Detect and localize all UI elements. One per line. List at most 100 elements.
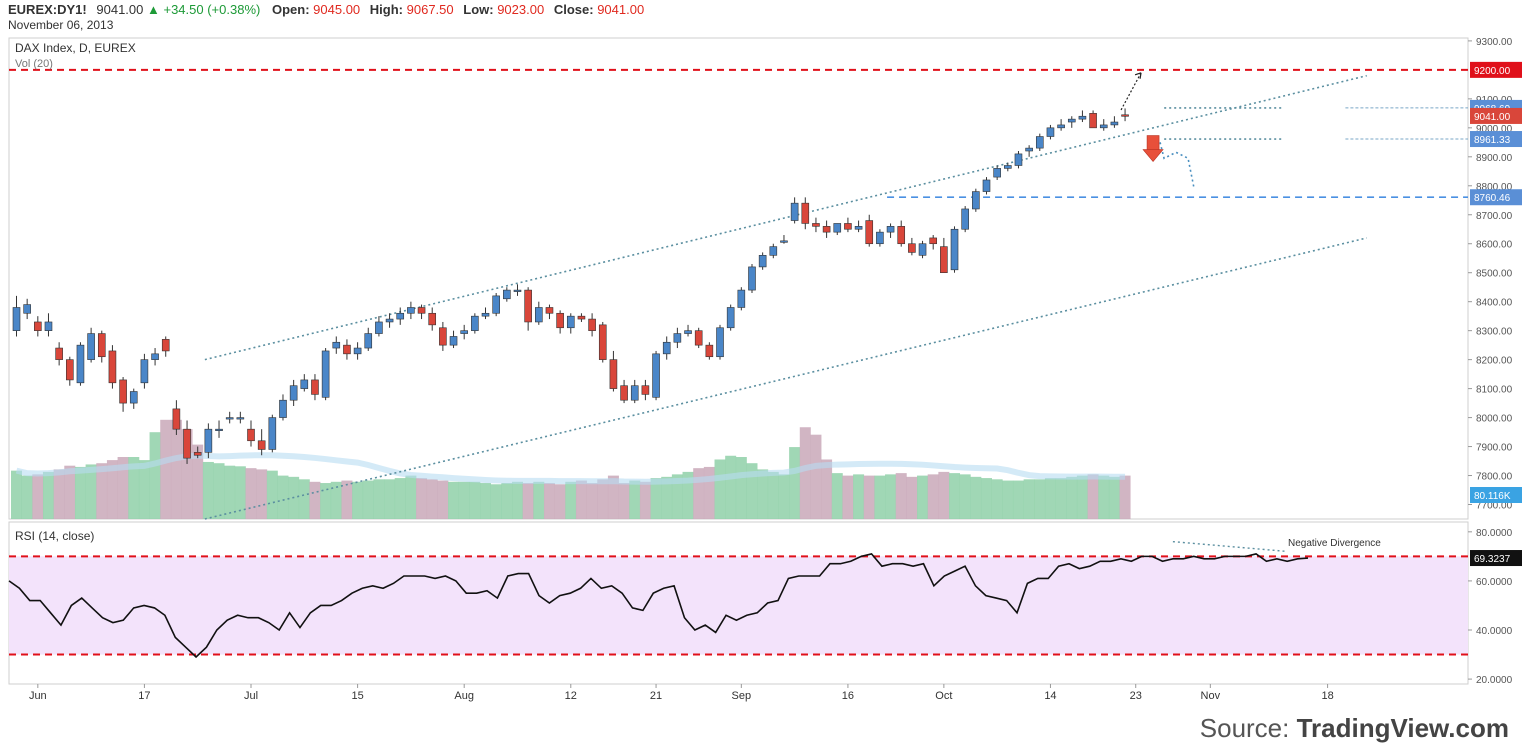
candle-body (417, 307, 426, 314)
candle-body (449, 336, 458, 346)
volume-bar (480, 483, 492, 519)
volume-bar (202, 461, 214, 519)
price-axis-tick-label: 8700.00 (1476, 211, 1513, 222)
volume-bar (607, 475, 619, 519)
volume-bar (693, 468, 705, 519)
volume-bar (85, 464, 97, 519)
rsi-axis-tick-label: 60.0000 (1476, 577, 1513, 588)
volume-bar (74, 466, 86, 519)
time-axis-tick-label: 14 (1044, 690, 1056, 702)
time-axis-tick-label: 12 (565, 690, 577, 702)
volume-bar (533, 481, 545, 519)
price-change: ▲ +34.50 (+0.38%) (147, 2, 261, 17)
price-axis-tick-label: 7900.00 (1476, 443, 1513, 454)
bullish-scenario-arrow (1120, 72, 1142, 111)
candle-body (609, 359, 618, 389)
volume-bar (405, 475, 417, 519)
price-axis-tick-label: 9000.00 (1476, 124, 1513, 135)
volume-bar (554, 484, 566, 519)
last-price: 9041.00 (96, 2, 144, 17)
volume-bar (511, 481, 523, 519)
high-value: 9067.50 (406, 2, 454, 17)
candle-body (55, 347, 63, 360)
candle-body (268, 417, 277, 450)
rsi-pane-title: RSI (14, close) (15, 529, 94, 543)
rsi-line (8, 553, 1309, 659)
volume-bar (842, 475, 854, 519)
volume-bar (575, 480, 587, 519)
candle-body (503, 289, 511, 300)
rsi-axis-tick-label: 20.0000 (1476, 675, 1513, 686)
volume-bar (757, 469, 769, 519)
volume-bar (106, 460, 118, 519)
candle-body (812, 223, 820, 227)
volume-bar (309, 481, 321, 519)
volume-bar (725, 455, 737, 519)
volume-bar (1098, 475, 1110, 519)
volume-bar (32, 474, 44, 519)
volume-bar (586, 483, 598, 519)
volume-bar (117, 457, 129, 519)
bar-date: November 06, 2013 (8, 18, 114, 32)
candle-body (1110, 121, 1119, 126)
price-axis-marker-label: 9200.00 (1474, 66, 1511, 77)
price-axis-tick-label: 8800.00 (1476, 182, 1513, 193)
candle-body (1035, 136, 1044, 149)
candle-body (407, 307, 415, 314)
volume-bar (245, 468, 257, 519)
volume-bar (661, 476, 673, 519)
candle-body (1046, 127, 1055, 137)
volume-bar (437, 480, 449, 519)
price-axis-tick-label: 7700.00 (1476, 501, 1513, 512)
candle-body (705, 344, 714, 358)
candle-body (460, 330, 468, 334)
volume-bar (42, 471, 54, 519)
volume-bar (96, 463, 108, 519)
volume-ma-marker-label: 80.116K (1474, 491, 1511, 502)
candle-body (630, 385, 639, 401)
candle-body (172, 408, 181, 430)
volume-bar (192, 444, 204, 519)
volume-bar (181, 429, 193, 519)
candle-body (183, 428, 191, 459)
volume-bar (53, 469, 65, 519)
candle-body (204, 428, 213, 453)
time-axis-tick-label: Jun (29, 690, 47, 702)
rsi-value-marker (1470, 550, 1522, 567)
volume-bar (1012, 480, 1024, 519)
candle-body (34, 321, 42, 331)
candle-body (972, 191, 980, 210)
volume-bar (469, 481, 481, 519)
volume-bar (501, 483, 513, 519)
volume-indicator-title: Vol (20) (15, 58, 53, 70)
volume-bar (1055, 478, 1067, 519)
volume-bar (1066, 476, 1078, 519)
volume-bar (1023, 479, 1035, 519)
price-axis-tick-label: 9300.00 (1476, 37, 1513, 48)
volume-bar (64, 465, 76, 519)
candle-body (161, 339, 170, 352)
symbol-header: EUREX:DY1! 9041.00 ▲ +34.50 (+0.38%) Ope… (8, 2, 650, 17)
candle-body (801, 202, 810, 224)
time-axis-tick-label: 21 (650, 690, 662, 702)
volume-bar (906, 476, 918, 519)
volume-bar (885, 474, 897, 519)
volume-bar (565, 481, 577, 519)
volume-bar (362, 480, 374, 519)
volume-bar (352, 481, 364, 519)
volume-bar (341, 480, 353, 519)
volume-bar (213, 463, 225, 519)
close-label: Close: (553, 2, 594, 17)
candle-body (993, 168, 1001, 178)
volume-bar (11, 470, 22, 519)
candle-body (215, 428, 223, 431)
divergence-line (1172, 540, 1288, 553)
time-axis-tick-label: 15 (351, 690, 363, 702)
bullish-arrowhead (1134, 72, 1142, 79)
candle-body (151, 353, 159, 360)
candle-body (23, 304, 31, 314)
candle-body (1067, 118, 1076, 123)
time-axis-tick-label: 23 (1130, 690, 1142, 702)
price-change-value: +34.50 (+0.38%) (163, 2, 261, 17)
